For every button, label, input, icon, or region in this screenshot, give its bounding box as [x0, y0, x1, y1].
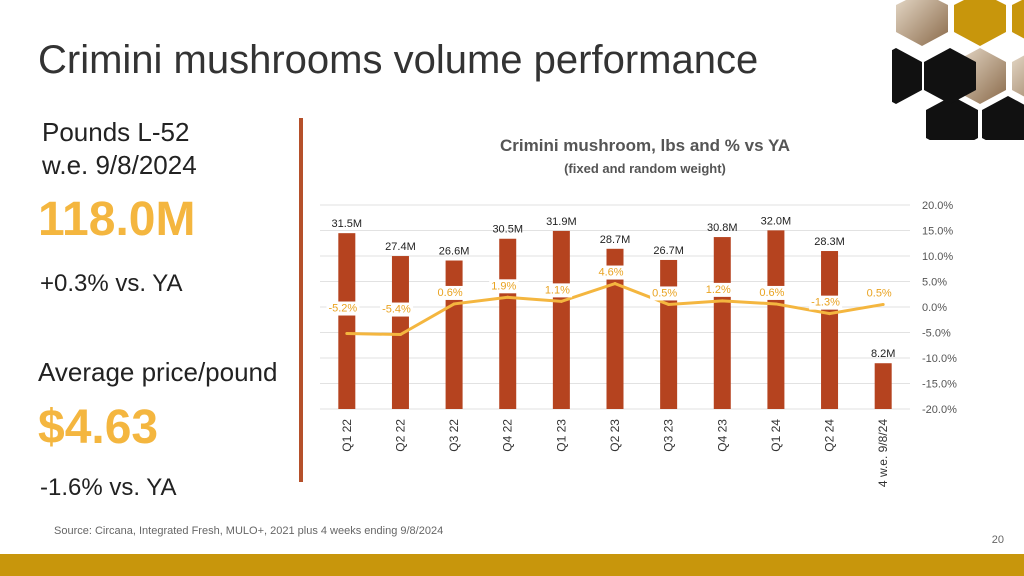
source-note: Source: Circana, Integrated Fresh, MULO+… [54, 525, 444, 537]
y2-tick-label: -5.0% [922, 328, 951, 340]
category-label: Q2 23 [608, 419, 622, 452]
category-label: Q4 23 [715, 419, 729, 452]
line-point [559, 299, 563, 303]
bar-value-label: 8.2M [871, 348, 895, 360]
pounds-value: 118.0M [38, 193, 196, 246]
y2-tick-label: 10.0% [922, 251, 953, 263]
y2-tick-label: 20.0% [922, 200, 953, 212]
y2-tick-label: 0.0% [922, 302, 947, 314]
y2-tick-label: 5.0% [922, 277, 947, 289]
bar [606, 248, 624, 409]
line-value-label: 1.1% [545, 284, 570, 296]
bar-value-label: 30.8M [707, 222, 738, 234]
y2-tick-label: -15.0% [922, 379, 957, 391]
line-point [881, 302, 885, 306]
line-point [345, 332, 349, 336]
line-value-label: 0.6% [759, 287, 784, 299]
line-point [613, 282, 617, 286]
line-label-background [757, 285, 787, 300]
line-label-background [703, 282, 734, 297]
price-change: -1.6% vs. YA [40, 474, 177, 501]
line-point [720, 299, 724, 303]
pounds-label-line2: w.e. 9/8/2024 [42, 150, 197, 180]
bar [713, 237, 731, 409]
bar [499, 238, 517, 409]
bar [660, 259, 678, 409]
category-label: Q2 22 [393, 419, 407, 452]
bar [874, 363, 892, 409]
y2-tick-label: -20.0% [922, 404, 957, 416]
chart-title: Crimini mushroom, lbs and % vs YA [499, 136, 791, 155]
line-value-label: 1.2% [706, 284, 731, 296]
category-label: Q2 24 [823, 419, 837, 452]
bar-value-label: 31.5M [332, 218, 363, 230]
bar [767, 230, 785, 409]
category-label: Q1 22 [340, 419, 354, 452]
category-label: Q1 23 [554, 419, 568, 452]
price-value: $4.63 [38, 401, 159, 454]
line-value-label: 1.9% [491, 280, 516, 292]
line-label-background [489, 279, 519, 294]
chart-subtitle: (fixed and random weight) [564, 161, 726, 176]
line-label-background [596, 265, 626, 280]
line-label-background [650, 286, 680, 301]
bar-value-label: 27.4M [385, 241, 416, 253]
category-label: Q3 23 [662, 419, 676, 452]
line-label-background [326, 301, 360, 316]
line-value-label: 0.5% [867, 287, 892, 299]
footer-bar [0, 554, 1024, 576]
vertical-divider [299, 118, 303, 482]
line-label-background [435, 285, 465, 300]
bar-value-label: 30.5M [492, 224, 523, 236]
line-label-background [542, 283, 573, 298]
category-label: Q4 22 [501, 419, 515, 452]
line-value-label: -5.2% [328, 303, 357, 315]
line-point [828, 312, 832, 316]
line-point [398, 333, 402, 337]
bar-value-label: 31.9M [546, 216, 577, 228]
line-value-label: -5.4% [382, 304, 411, 316]
y2-tick-label: -10.0% [922, 353, 957, 365]
line-point [667, 302, 671, 306]
y2-tick-label: 15.0% [922, 226, 953, 238]
bar [338, 233, 356, 409]
category-label: Q1 24 [769, 419, 783, 452]
line-point [774, 302, 778, 306]
bar [391, 256, 409, 409]
bar [821, 251, 839, 409]
line-value-label: 4.6% [598, 267, 623, 279]
pounds-change: +0.3% vs. YA [40, 270, 183, 297]
bar-value-label: 26.7M [653, 245, 684, 257]
price-label: Average price/pound [38, 357, 278, 387]
line-value-label: 0.6% [438, 287, 463, 299]
line-label-background [809, 295, 843, 310]
bar-value-label: 32.0M [761, 215, 792, 227]
category-label: 4 w.e. 9/8/24 [876, 419, 890, 487]
line-value-label: -1.3% [811, 297, 840, 309]
page-title: Crimini mushrooms volume performance [38, 38, 759, 82]
line-label-background [380, 302, 414, 317]
bar-value-label: 26.6M [439, 246, 470, 258]
line-point [506, 295, 510, 299]
mushroom-hexagon-image [870, 0, 1024, 152]
line-point [452, 302, 456, 306]
bar-value-label: 28.3M [814, 236, 845, 248]
bar [445, 260, 463, 409]
bar-value-label: 28.7M [600, 234, 631, 246]
pounds-label-line1: Pounds L-52 [42, 117, 190, 147]
line-value-label: 0.5% [652, 287, 677, 299]
bar [552, 230, 570, 409]
category-label: Q3 22 [447, 419, 461, 452]
line-label-background [864, 286, 894, 301]
page-number: 20 [991, 534, 1004, 546]
